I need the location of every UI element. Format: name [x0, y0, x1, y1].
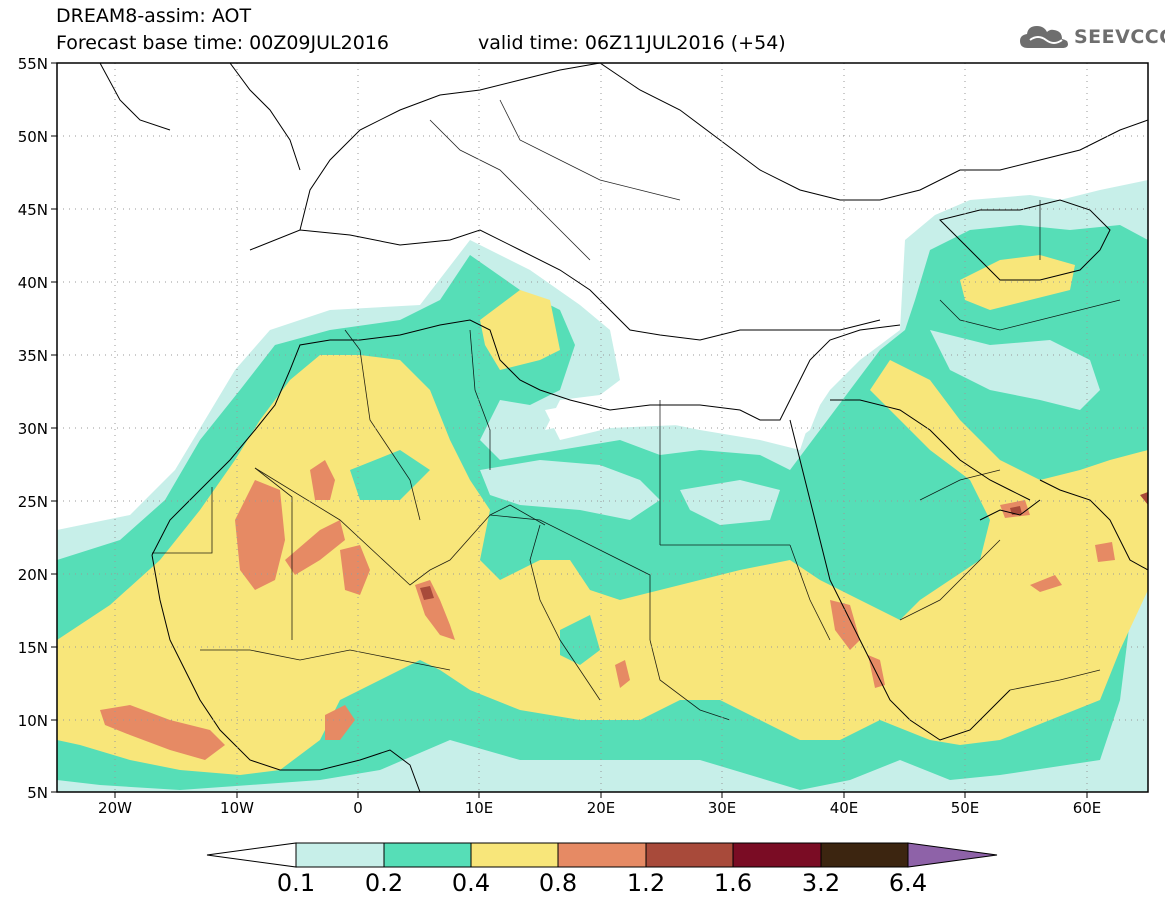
colorbar-label: 3.2 [801, 869, 841, 897]
lon-tick-60e: 60E [1073, 799, 1102, 817]
lat-tick-55n: 55N [18, 55, 48, 73]
lon-tick-10e: 10E [465, 799, 494, 817]
lon-tick-20e: 20E [587, 799, 616, 817]
colorbar-label: 0.4 [451, 869, 491, 897]
forecast-base-time: Forecast base time: 00Z09JUL2016 [56, 32, 389, 54]
colorbar-over [907, 842, 998, 868]
colorbar-bin-4 [557, 842, 647, 868]
colorbar-under [206, 842, 297, 868]
dust-contours [57, 180, 1148, 792]
lat-tick-20n: 20N [18, 566, 48, 584]
coastlines [99, 63, 1148, 792]
lat-tick-15n: 15N [18, 639, 48, 657]
lon-tick-40e: 40E [830, 799, 859, 817]
colorbar-bin-2 [383, 842, 472, 868]
colorbar-bin-7 [820, 842, 909, 868]
seevccc-logo: SEEVCCC [1018, 22, 1165, 52]
colorbar [206, 842, 998, 868]
lat-tick-30n: 30N [18, 420, 48, 438]
colorbar-label: 0.1 [276, 869, 316, 897]
country-borders [152, 99, 1121, 721]
lon-tick-0: 0 [353, 799, 363, 817]
colorbar-label: 6.4 [888, 869, 928, 897]
lat-tick-50n: 50N [18, 128, 48, 146]
lat-tick-35n: 35N [18, 347, 48, 365]
colorbar-bin-3 [470, 842, 559, 868]
colorbar-bin-1 [295, 842, 385, 868]
lat-tick-10n: 10N [18, 712, 48, 730]
map-title: DREAM8-assim: AOT [56, 5, 252, 27]
colorbar-bin-5 [645, 842, 734, 868]
colorbar-label: 0.2 [364, 869, 404, 897]
lat-tick-25n: 25N [18, 493, 48, 511]
tick-marks [51, 62, 1088, 798]
colorbar-label: 0.8 [538, 869, 578, 897]
lon-tick-10w: 10W [220, 799, 254, 817]
colorbar-bin-6 [732, 842, 822, 868]
valid-time: valid time: 06Z11JUL2016 (+54) [478, 32, 786, 54]
lat-tick-45n: 45N [18, 201, 48, 219]
lat-tick-40n: 40N [18, 274, 48, 292]
cloud-icon [1020, 26, 1068, 48]
lon-tick-50e: 50E [951, 799, 980, 817]
lon-tick-30e: 30E [708, 799, 737, 817]
colorbar-label: 1.6 [713, 869, 753, 897]
logo-text: SEEVCCC [1074, 26, 1165, 48]
lon-tick-20w: 20W [98, 799, 132, 817]
lat-tick-5n: 5N [27, 784, 48, 802]
colorbar-label: 1.2 [626, 869, 666, 897]
